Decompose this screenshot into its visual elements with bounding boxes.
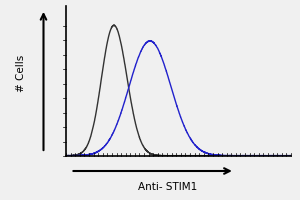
Text: # Cells: # Cells [16,55,26,92]
Text: Anti- STIM1: Anti- STIM1 [138,182,197,192]
